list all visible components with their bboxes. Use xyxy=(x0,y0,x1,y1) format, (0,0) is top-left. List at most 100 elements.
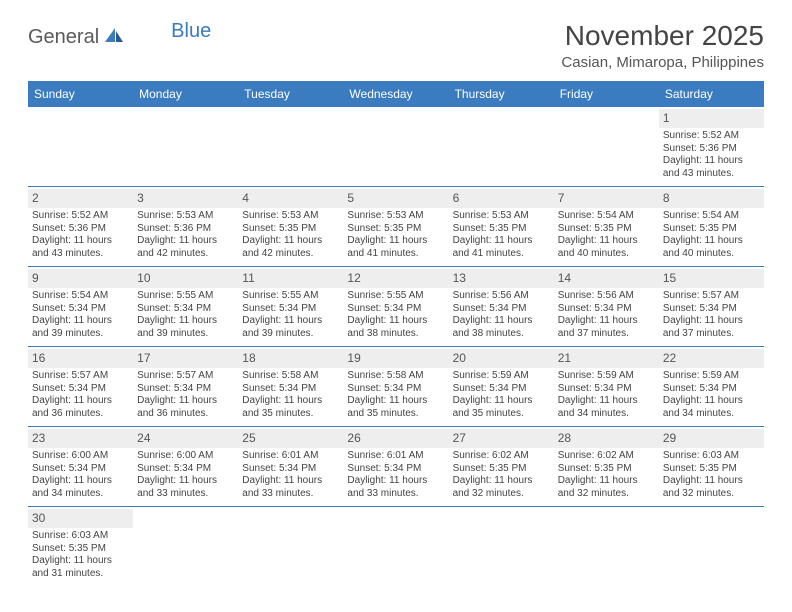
day-cell: 16Sunrise: 5:57 AMSunset: 5:34 PMDayligh… xyxy=(28,347,133,427)
sunrise-text: Sunrise: 5:59 AM xyxy=(453,370,550,383)
sunrise-text: Sunrise: 5:56 AM xyxy=(558,290,655,303)
sunrise-text: Sunrise: 6:00 AM xyxy=(32,450,129,463)
weekday-header: Saturday xyxy=(659,81,764,107)
day-number: 8 xyxy=(659,189,764,208)
sunrise-text: Sunrise: 5:54 AM xyxy=(663,210,760,223)
calendar-page: General Blue November 2025 Casian, Mimar… xyxy=(0,0,792,606)
daylight-text: Daylight: 11 hours and 32 minutes. xyxy=(558,475,655,500)
weekday-header: Sunday xyxy=(28,81,133,107)
daylight-text: Daylight: 11 hours and 42 minutes. xyxy=(242,235,339,260)
day-cell: 18Sunrise: 5:58 AMSunset: 5:34 PMDayligh… xyxy=(238,347,343,427)
sunset-text: Sunset: 5:34 PM xyxy=(137,303,234,316)
day-number: 15 xyxy=(659,269,764,288)
sunset-text: Sunset: 5:34 PM xyxy=(242,383,339,396)
day-cell: 28Sunrise: 6:02 AMSunset: 5:35 PMDayligh… xyxy=(554,427,659,507)
day-number: 20 xyxy=(449,349,554,368)
sunset-text: Sunset: 5:34 PM xyxy=(453,303,550,316)
logo-text-2: Blue xyxy=(171,20,211,43)
day-number: 9 xyxy=(28,269,133,288)
sunrise-text: Sunrise: 5:54 AM xyxy=(558,210,655,223)
daylight-text: Daylight: 11 hours and 36 minutes. xyxy=(137,395,234,420)
sunset-text: Sunset: 5:34 PM xyxy=(32,383,129,396)
day-number: 24 xyxy=(133,429,238,448)
title-block: November 2025 Casian, Mimaropa, Philippi… xyxy=(561,20,764,71)
daylight-text: Daylight: 11 hours and 34 minutes. xyxy=(558,395,655,420)
logo: General Blue xyxy=(28,20,211,49)
weekday-row: SundayMondayTuesdayWednesdayThursdayFrid… xyxy=(28,81,764,107)
day-cell: 27Sunrise: 6:02 AMSunset: 5:35 PMDayligh… xyxy=(449,427,554,507)
day-number: 27 xyxy=(449,429,554,448)
daylight-text: Daylight: 11 hours and 38 minutes. xyxy=(453,315,550,340)
daylight-text: Daylight: 11 hours and 38 minutes. xyxy=(347,315,444,340)
day-cell: 2Sunrise: 5:52 AMSunset: 5:36 PMDaylight… xyxy=(28,187,133,267)
daylight-text: Daylight: 11 hours and 34 minutes. xyxy=(32,475,129,500)
month-title: November 2025 xyxy=(561,20,764,52)
day-number: 13 xyxy=(449,269,554,288)
day-cell: 10Sunrise: 5:55 AMSunset: 5:34 PMDayligh… xyxy=(133,267,238,347)
day-cell: 26Sunrise: 6:01 AMSunset: 5:34 PMDayligh… xyxy=(343,427,448,507)
sunset-text: Sunset: 5:35 PM xyxy=(558,463,655,476)
daylight-text: Daylight: 11 hours and 40 minutes. xyxy=(558,235,655,260)
calendar-row: 16Sunrise: 5:57 AMSunset: 5:34 PMDayligh… xyxy=(28,347,764,427)
sunrise-text: Sunrise: 6:01 AM xyxy=(242,450,339,463)
sunset-text: Sunset: 5:34 PM xyxy=(347,303,444,316)
sunset-text: Sunset: 5:36 PM xyxy=(663,143,760,156)
daylight-text: Daylight: 11 hours and 42 minutes. xyxy=(137,235,234,260)
sunset-text: Sunset: 5:34 PM xyxy=(32,303,129,316)
sunset-text: Sunset: 5:34 PM xyxy=(242,463,339,476)
day-cell: 22Sunrise: 5:59 AMSunset: 5:34 PMDayligh… xyxy=(659,347,764,427)
logo-text-1: General xyxy=(28,26,99,49)
calendar-body: 1Sunrise: 5:52 AMSunset: 5:36 PMDaylight… xyxy=(28,107,764,586)
sunrise-text: Sunrise: 5:55 AM xyxy=(137,290,234,303)
sunset-text: Sunset: 5:34 PM xyxy=(558,303,655,316)
day-number: 5 xyxy=(343,189,448,208)
sunrise-text: Sunrise: 5:52 AM xyxy=(32,210,129,223)
day-cell: 23Sunrise: 6:00 AMSunset: 5:34 PMDayligh… xyxy=(28,427,133,507)
calendar-row: 1Sunrise: 5:52 AMSunset: 5:36 PMDaylight… xyxy=(28,107,764,187)
sunrise-text: Sunrise: 5:55 AM xyxy=(347,290,444,303)
calendar-head: SundayMondayTuesdayWednesdayThursdayFrid… xyxy=(28,81,764,107)
day-number: 2 xyxy=(28,189,133,208)
sunset-text: Sunset: 5:34 PM xyxy=(347,383,444,396)
day-number: 30 xyxy=(28,509,133,528)
empty-cell xyxy=(238,107,343,187)
day-cell: 21Sunrise: 5:59 AMSunset: 5:34 PMDayligh… xyxy=(554,347,659,427)
empty-cell xyxy=(133,507,238,587)
empty-cell xyxy=(554,507,659,587)
weekday-header: Thursday xyxy=(449,81,554,107)
day-cell: 30Sunrise: 6:03 AMSunset: 5:35 PMDayligh… xyxy=(28,507,133,587)
calendar-row: 9Sunrise: 5:54 AMSunset: 5:34 PMDaylight… xyxy=(28,267,764,347)
empty-cell xyxy=(238,507,343,587)
day-number: 25 xyxy=(238,429,343,448)
sunrise-text: Sunrise: 5:52 AM xyxy=(663,130,760,143)
day-number: 18 xyxy=(238,349,343,368)
calendar-row: 23Sunrise: 6:00 AMSunset: 5:34 PMDayligh… xyxy=(28,427,764,507)
day-number: 16 xyxy=(28,349,133,368)
sunrise-text: Sunrise: 5:57 AM xyxy=(137,370,234,383)
empty-cell xyxy=(659,507,764,587)
weekday-header: Tuesday xyxy=(238,81,343,107)
sunrise-text: Sunrise: 5:59 AM xyxy=(558,370,655,383)
header: General Blue November 2025 Casian, Mimar… xyxy=(28,20,764,71)
sunrise-text: Sunrise: 5:53 AM xyxy=(242,210,339,223)
sunset-text: Sunset: 5:36 PM xyxy=(32,223,129,236)
daylight-text: Daylight: 11 hours and 37 minutes. xyxy=(558,315,655,340)
daylight-text: Daylight: 11 hours and 33 minutes. xyxy=(242,475,339,500)
day-number: 3 xyxy=(133,189,238,208)
day-cell: 25 Sunrise: 6:01 AMSunset: 5:34 PMDayligh… xyxy=(238,427,343,507)
sunrise-text: Sunrise: 5:56 AM xyxy=(453,290,550,303)
location: Casian, Mimaropa, Philippines xyxy=(561,54,764,71)
day-number: 7 xyxy=(554,189,659,208)
daylight-text: Daylight: 11 hours and 33 minutes. xyxy=(347,475,444,500)
sunset-text: Sunset: 5:35 PM xyxy=(453,223,550,236)
sunset-text: Sunset: 5:34 PM xyxy=(558,383,655,396)
daylight-text: Daylight: 11 hours and 35 minutes. xyxy=(242,395,339,420)
day-cell: 15Sunrise: 5:57 AMSunset: 5:34 PMDayligh… xyxy=(659,267,764,347)
sunrise-text: Sunrise: 6:00 AM xyxy=(137,450,234,463)
sunset-text: Sunset: 5:34 PM xyxy=(663,383,760,396)
daylight-text: Daylight: 11 hours and 39 minutes. xyxy=(32,315,129,340)
sunset-text: Sunset: 5:34 PM xyxy=(663,303,760,316)
day-cell: 11Sunrise: 5:55 AMSunset: 5:34 PMDayligh… xyxy=(238,267,343,347)
daylight-text: Daylight: 11 hours and 32 minutes. xyxy=(453,475,550,500)
sunrise-text: Sunrise: 5:55 AM xyxy=(242,290,339,303)
